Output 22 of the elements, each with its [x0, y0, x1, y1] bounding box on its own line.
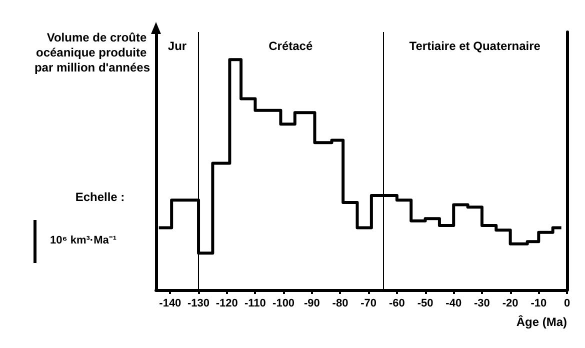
text: Echelle :: [75, 190, 125, 204]
text: Jur: [168, 39, 187, 53]
text: Tertiaire et Quaternaire: [409, 39, 541, 53]
x-tick-label: -80: [332, 298, 348, 310]
text: 10⁶ km³·Ma⁻¹: [50, 234, 117, 246]
x-tick-label: -130: [188, 298, 210, 310]
y-axis-title: Volume de croûte océanique produite par million d'années: [34, 30, 150, 74]
x-tick-label: -100: [272, 298, 295, 310]
x-tick-label: -120: [216, 298, 238, 310]
x-tick-label: -20: [502, 298, 518, 310]
x-axis-title: Âge (Ma): [516, 315, 567, 329]
x-tick-label: -70: [360, 298, 377, 310]
x-tick-label: -10: [530, 298, 547, 310]
x-tick-label: -50: [417, 298, 434, 310]
x-tick-label: -60: [388, 298, 405, 310]
x-tick-label: 0: [564, 298, 570, 310]
x-tick-label: -90: [304, 298, 320, 310]
text: Crétacé: [268, 39, 313, 53]
x-tick-label: -30: [474, 298, 490, 310]
x-tick-label: -140: [159, 298, 182, 310]
x-tick-label: -40: [446, 298, 462, 310]
x-tick-label: -110: [244, 298, 266, 310]
